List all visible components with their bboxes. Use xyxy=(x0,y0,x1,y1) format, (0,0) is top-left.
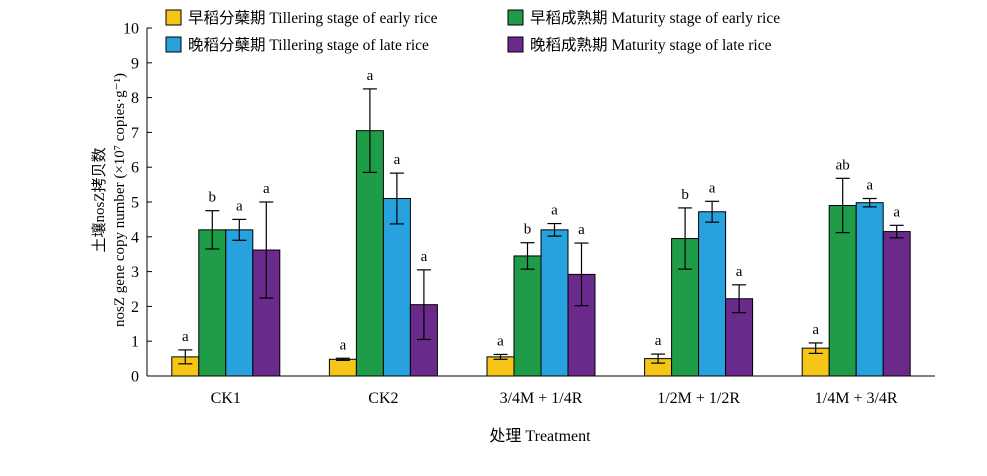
legend-item: 早稻成熟期 Maturity stage of early rice xyxy=(507,9,780,27)
significance-letter: a xyxy=(263,181,270,197)
legend-label: 早稻分蘖期 Tillering stage of early rice xyxy=(188,9,438,27)
x-axis: CK1 CK2 3/4M + 1/4R 1/2M + 1/2R 1/4M + 3/4R xyxy=(147,375,935,407)
bar xyxy=(513,255,542,377)
significance-letter: a xyxy=(893,204,900,220)
x-tick-label: 1/2M + 1/2R xyxy=(657,390,740,407)
y-tick-label: 3 xyxy=(131,264,139,281)
significance-letter: a xyxy=(709,180,716,196)
significance-letter: a xyxy=(340,337,347,353)
bar xyxy=(225,229,254,377)
legend-item: 早稻分蘖期 Tillering stage of early rice xyxy=(165,9,438,27)
significance-letter: a xyxy=(655,333,662,349)
y-axis-label-en: nosZ gene copy number (×10⁷ copies·g⁻¹) xyxy=(112,73,128,327)
y-axis: 0 1 2 3 4 5 6 7 8 9 10 xyxy=(123,21,152,386)
y-tick-label: 7 xyxy=(131,125,139,142)
significance-letter: a xyxy=(551,203,558,219)
significance-letter: a xyxy=(182,329,189,345)
significance-letter: a xyxy=(236,198,243,214)
significance-letter: a xyxy=(578,222,585,238)
significance-letter: ab xyxy=(836,157,850,173)
significance-letter: a xyxy=(421,249,428,265)
significance-letter: b xyxy=(209,190,217,206)
y-tick-label: 5 xyxy=(131,195,139,212)
bar xyxy=(198,229,227,377)
legend: 早稻分蘖期 Tillering stage of early rice 早稻成熟期… xyxy=(165,9,780,54)
y-axis-label: 土壤nosZ拷贝数 nosZ gene copy number (×10⁷ co… xyxy=(90,73,128,327)
y-tick-label: 1 xyxy=(131,334,139,351)
bar xyxy=(382,198,411,377)
y-tick-label: 8 xyxy=(131,90,139,107)
significance-letter: a xyxy=(736,264,743,280)
y-tick-label: 9 xyxy=(131,55,139,72)
bar xyxy=(540,229,569,377)
y-tick-label: 4 xyxy=(131,229,139,246)
significance-letter: a xyxy=(812,322,819,338)
y-axis-label-cn: 土壤nosZ拷贝数 xyxy=(90,147,108,252)
legend-label: 早稻成熟期 Maturity stage of early rice xyxy=(530,9,780,27)
y-tick-label: 0 xyxy=(131,369,139,386)
legend-swatch xyxy=(507,36,524,53)
significance-letter: a xyxy=(367,68,374,84)
bar xyxy=(328,358,357,377)
significance-letter: b xyxy=(681,187,689,203)
x-tick-label: CK1 xyxy=(211,390,241,407)
significance-letter: a xyxy=(497,333,504,349)
x-tick-label: 1/4M + 3/4R xyxy=(815,390,898,407)
y-tick-label: 6 xyxy=(131,160,139,177)
y-tick-label: 10 xyxy=(123,21,139,38)
legend-item: 晚稻成熟期 Maturity stage of late rice xyxy=(507,36,772,54)
bar xyxy=(855,202,884,377)
legend-item: 晚稻分蘖期 Tillering stage of late rice xyxy=(165,36,429,54)
x-tick-label: CK2 xyxy=(368,390,398,407)
significance-letter: b xyxy=(524,222,532,238)
significance-letter: a xyxy=(866,178,873,194)
legend-swatch xyxy=(507,9,524,26)
bar xyxy=(698,211,727,377)
legend-label: 晚稻分蘖期 Tillering stage of late rice xyxy=(188,36,429,54)
significance-letter: a xyxy=(394,152,401,168)
legend-swatch xyxy=(165,9,182,26)
x-tick-label: 3/4M + 1/4R xyxy=(500,390,583,407)
legend-label: 晚稻成熟期 Maturity stage of late rice xyxy=(530,36,772,54)
bar xyxy=(882,231,911,377)
y-tick-label: 2 xyxy=(131,299,139,316)
bar xyxy=(725,298,754,377)
x-axis-label: 处理 Treatment xyxy=(489,427,591,445)
legend-swatch xyxy=(165,36,182,53)
